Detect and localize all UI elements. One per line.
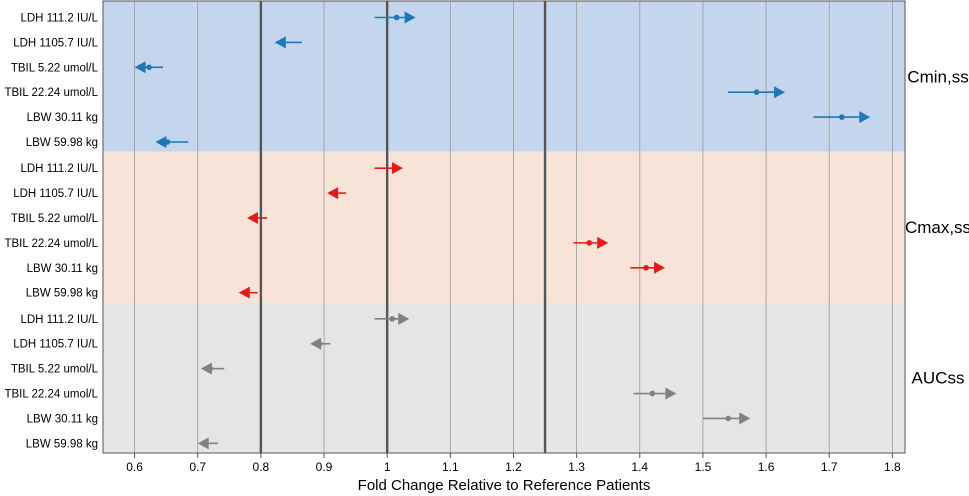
point-estimate: [316, 340, 323, 347]
panel-label: Cmin,ss: [907, 67, 968, 86]
arrowhead: [597, 236, 609, 249]
row-label: LBW 30.11 kg: [27, 413, 98, 425]
reference-lines: [259, 1, 547, 453]
arrowhead: [654, 261, 666, 274]
arrowhead: [739, 412, 751, 425]
x-tick-label: 1.7: [821, 460, 838, 474]
panel-label: Cmax,ss: [905, 218, 969, 237]
plot-frame: [102, 0, 906, 454]
row-label: LBW 59.98 kg: [26, 137, 98, 149]
row-labels: LDH 111.2 IU/L LDH 1105.7 IU/L TBIL 5.22 u…: [4, 13, 98, 451]
row-label: LBW 59.98 kg: [26, 288, 98, 300]
data-marks: [134, 11, 871, 450]
row-label: LDH 111.2 IU/L: [20, 314, 98, 326]
row-label: TBIL 5.22 umol/L: [11, 213, 99, 225]
arrowhead: [665, 387, 677, 400]
arrowhead: [859, 111, 871, 124]
arrowhead: [200, 362, 212, 375]
x-tick-label: 1: [384, 460, 391, 474]
row-label: TBIL 22.24 umol/L: [4, 238, 98, 250]
panel-label: AUCss: [912, 369, 965, 388]
x-tick-label: 1.2: [505, 460, 522, 474]
row-label: TBIL 22.24 umol/L: [4, 389, 98, 401]
arrowhead: [155, 136, 167, 148]
point-estimate: [586, 240, 593, 246]
x-tick-label: 0.8: [253, 460, 270, 474]
x-tick-label: 1.3: [568, 460, 585, 474]
x-tick-label: 0.6: [126, 460, 143, 474]
x-axis-title: Fold Change Relative to Reference Patien…: [358, 477, 651, 494]
arrowhead: [246, 211, 258, 224]
row-label: LDH 1105.7 IU/L: [13, 37, 98, 49]
panel-background: [103, 302, 905, 453]
arrowhead: [391, 162, 403, 175]
panel-labels: Cmin,ss Cmax,ss AUCss: [905, 67, 969, 387]
point-estimate: [203, 440, 209, 447]
x-tick-label: 1.1: [442, 460, 459, 474]
row-label: TBIL 5.22 umol/L: [11, 62, 99, 74]
arrowhead: [310, 337, 322, 350]
row-label: TBIL 22.24 umol/L: [4, 87, 98, 99]
point-estimate: [389, 316, 396, 322]
row-label: LBW 30.11 kg: [27, 263, 98, 275]
x-tick-label: 0.9: [316, 460, 333, 474]
arrowhead: [134, 61, 146, 74]
x-tick-label: 1.4: [631, 460, 648, 474]
row-label: TBIL 5.22 umol/L: [11, 364, 99, 376]
panel-background: [103, 151, 905, 303]
arrowhead: [404, 11, 416, 24]
point-estimate: [753, 89, 760, 95]
row-label: LBW 59.98 kg: [26, 438, 98, 450]
panel-background: [103, 1, 905, 152]
panel-backgrounds: [103, 1, 905, 453]
row-label: LDH 1105.7 IU/L: [13, 188, 98, 200]
arrowhead: [774, 86, 786, 99]
x-axis: 0.6 0.7 0.8 0.9 1 1.1 1.2 1.3 1.4 1.5 1.6 1.7 1.8: [126, 453, 901, 474]
point-estimate: [649, 390, 656, 397]
x-tick-label: 1.5: [695, 460, 712, 474]
point-estimate: [643, 264, 649, 271]
x-tick-label: 1.8: [884, 460, 901, 474]
x-tick-label: 1.6: [758, 460, 775, 474]
row-label: LDH 111.2 IU/L: [20, 163, 98, 175]
point-estimate: [207, 365, 214, 372]
point-estimate: [725, 415, 731, 422]
point-estimate: [164, 139, 171, 145]
point-estimate: [146, 64, 152, 71]
row-label: LDH 111.2 IU/L: [20, 13, 98, 25]
arrowhead: [238, 286, 250, 299]
row-label: LDH 1105.7 IU/L: [13, 339, 98, 351]
arrowhead: [274, 36, 286, 49]
row-label: LBW 30.11 kg: [27, 112, 98, 124]
arrowhead: [398, 312, 410, 325]
point-estimate: [839, 114, 845, 120]
point-estimate: [393, 14, 400, 21]
x-tick-label: 0.7: [189, 460, 206, 474]
point-estimate: [332, 190, 339, 196]
